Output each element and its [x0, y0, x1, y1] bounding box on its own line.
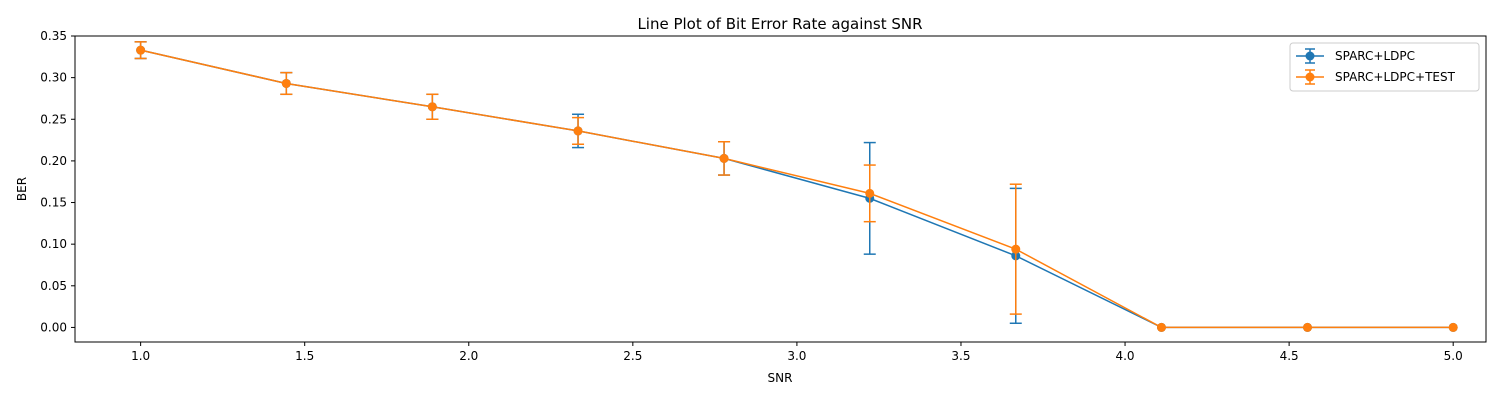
y-tick-label: 0.00 [40, 320, 67, 334]
x-tick-label: 4.0 [1115, 349, 1134, 363]
x-tick-label: 4.5 [1280, 349, 1299, 363]
x-tick-label: 5.0 [1444, 349, 1463, 363]
y-tick-label: 0.35 [40, 29, 67, 43]
y-tick-label: 0.05 [40, 279, 67, 293]
data-point [865, 188, 875, 198]
series-1 [134, 41, 1458, 332]
data-point [1448, 322, 1458, 332]
x-tick-label: 2.0 [459, 349, 478, 363]
x-axis-label: SNR [768, 371, 793, 385]
y-tick-label: 0.25 [40, 112, 67, 126]
legend-item: SPARC+LDPC [1296, 48, 1415, 64]
legend-marker [1305, 72, 1315, 82]
y-tick-label: 0.20 [40, 154, 67, 168]
series-2 [134, 41, 1458, 332]
series-line [140, 49, 1454, 329]
data-point [427, 102, 437, 112]
x-axis: 1.0 1.5 2.0 2.5 3.0 3.5 4.0 4.5 5.0 [131, 342, 1463, 363]
x-tick-label: 2.5 [623, 349, 642, 363]
chart-title: Line Plot of Bit Error Rate against SNR [637, 15, 922, 33]
y-axis: 0.00 0.05 0.10 0.15 0.20 0.25 0.30 0.35 [40, 29, 75, 334]
y-axis-label: BER [15, 177, 29, 201]
x-tick-label: 1.0 [131, 349, 150, 363]
data-point [281, 78, 291, 88]
x-tick-label: 3.0 [787, 349, 806, 363]
x-tick-label: 3.5 [951, 349, 970, 363]
series-layer [134, 41, 1458, 332]
data-point [1302, 322, 1312, 332]
x-tick-label: 1.5 [295, 349, 314, 363]
legend-frame [1289, 42, 1480, 92]
legend-item: SPARC+LDPC+TEST [1296, 69, 1456, 85]
data-point [719, 153, 729, 163]
legend-label: SPARC+LDPC [1335, 49, 1415, 63]
legend: SPARC+LDPC SPARC+LDPC+TEST [1289, 42, 1480, 92]
y-tick-label: 0.10 [40, 237, 67, 251]
legend-label: SPARC+LDPC+TEST [1335, 70, 1456, 84]
data-point [136, 45, 146, 55]
data-point [1156, 322, 1166, 332]
plot-frame [74, 35, 1487, 343]
data-point [1011, 244, 1021, 254]
data-point [573, 126, 583, 136]
y-tick-label: 0.30 [40, 71, 67, 85]
y-tick-label: 0.15 [40, 196, 67, 210]
legend-marker [1305, 51, 1315, 61]
